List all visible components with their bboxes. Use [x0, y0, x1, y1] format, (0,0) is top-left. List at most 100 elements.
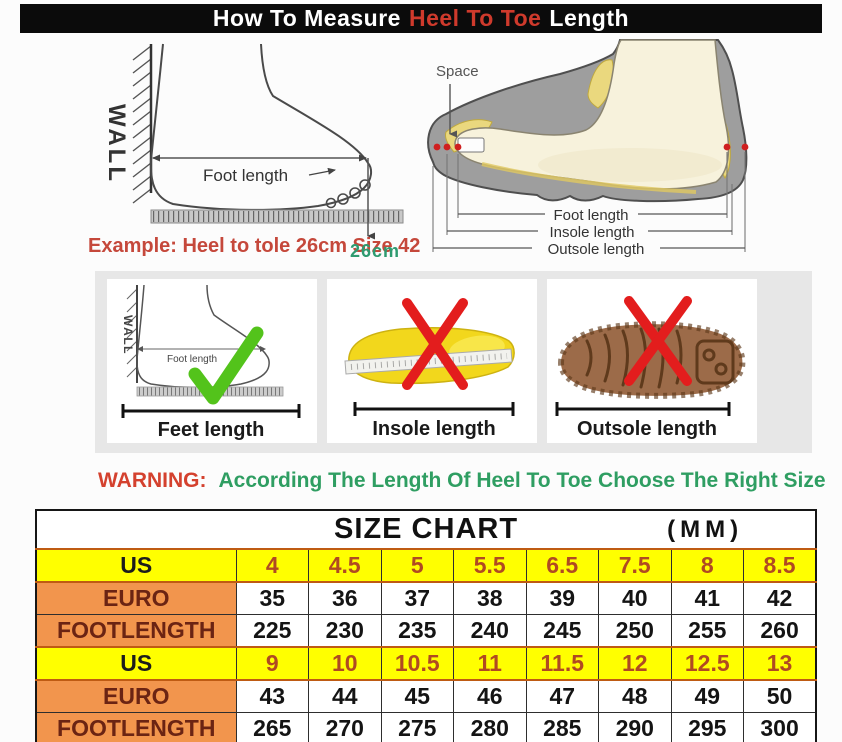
size-chart-title: SIZE CHART — [334, 513, 519, 545]
space-label: Space — [436, 63, 479, 80]
warning-text: According The Length Of Heel To Toe Choo… — [218, 469, 826, 492]
cell: 40 — [598, 581, 672, 615]
cell: 300 — [743, 712, 817, 742]
cell: 50 — [743, 679, 817, 713]
cell: 265 — [235, 712, 309, 742]
cell: 35 — [235, 581, 309, 615]
cell: 240 — [453, 614, 527, 648]
cell: 46 — [453, 679, 527, 713]
row-label: EURO — [35, 679, 237, 713]
cell: 290 — [598, 712, 672, 742]
cell: 10.5 — [380, 646, 454, 681]
cell: 5.5 — [453, 548, 527, 583]
shoe-foot-length-label: Foot length — [553, 207, 628, 224]
cell: 11.5 — [525, 646, 599, 681]
title-bar: How To Measure Heel To Toe Length — [20, 4, 822, 33]
title-prefix: How To Measure — [212, 5, 401, 31]
cell: 5 — [380, 548, 454, 583]
warning-label: WARNING: — [98, 469, 207, 492]
cell: 6.5 — [525, 548, 599, 583]
insole-illustration: Insole length — [344, 298, 515, 440]
toes — [325, 179, 371, 209]
cell: 11 — [453, 646, 527, 681]
shoe-section-diagram: Space Foot length Insole length Outsole … — [427, 39, 749, 258]
size-chart-unit: (MM) — [667, 515, 744, 543]
shoe-insole-length-label: Insole length — [549, 224, 634, 241]
mini-wall-label: WALL — [121, 315, 135, 355]
cell: 270 — [308, 712, 382, 742]
cell: 8.5 — [743, 548, 817, 583]
foot-measure-diagram: WALL Foot length — [103, 43, 404, 240]
cell: 285 — [525, 712, 599, 742]
x-icon — [402, 298, 468, 390]
row-label: EURO — [35, 581, 237, 615]
cell: 260 — [743, 614, 817, 648]
outsole-lugs-edge — [557, 321, 746, 399]
card-label: Outsole length — [577, 418, 717, 440]
cell: 47 — [525, 679, 599, 713]
title-suffix: Length — [549, 5, 630, 31]
cell: 44 — [308, 679, 382, 713]
title-highlight: Heel To Toe — [408, 5, 542, 31]
card-label: Feet length — [158, 419, 265, 441]
wall-hatching — [132, 45, 152, 204]
cell: 4.5 — [308, 548, 382, 583]
mini-foot-length-label: Foot length — [167, 354, 217, 365]
measure-bracket — [121, 404, 301, 418]
measure-guides — [432, 152, 746, 252]
cell: 225 — [235, 614, 309, 648]
table-row-footlength-1: FOOTLENGTH 225 230 235 240 245 250 255 2… — [35, 614, 817, 648]
cell: 45 — [380, 679, 454, 713]
cell: 12.5 — [670, 646, 744, 681]
cell: 13 — [743, 646, 817, 681]
cell: 41 — [670, 581, 744, 615]
cell: 4 — [235, 548, 309, 583]
table-row-us-1: US 4 4.5 5 5.5 6.5 7.5 8 8.5 — [35, 548, 817, 583]
toe-space-tab — [457, 137, 485, 153]
table-row-us-2: US 9 10 10.5 11 11.5 12 12.5 13 — [35, 646, 817, 681]
cell: 7.5 — [598, 548, 672, 583]
x-icon — [624, 296, 692, 386]
cell: 280 — [453, 712, 527, 742]
card-label: Insole length — [372, 418, 495, 440]
method-panel: WALL Foot length Feet length — [95, 271, 812, 453]
method-card-insole-length: Insole length — [327, 279, 537, 443]
cell: 9 — [235, 646, 309, 681]
insole-under-line — [481, 162, 697, 194]
method-card-feet-length: WALL Foot length Feet length — [107, 279, 317, 443]
warning-row: WARNING: According The Length Of Heel To… — [98, 469, 826, 493]
ruler-mark-26cm: 26cm — [350, 241, 401, 261]
cell: 255 — [670, 614, 744, 648]
table-row-euro-2: EURO 43 44 45 46 47 48 49 50 — [35, 679, 817, 713]
cell: 230 — [308, 614, 382, 648]
measure-bracket — [353, 402, 515, 416]
feet-length-illustration: WALL Foot length Feet length — [121, 284, 301, 441]
cell: 245 — [525, 614, 599, 648]
shoe-outsole-length-label: Outsole length — [548, 241, 645, 258]
cell: 295 — [670, 712, 744, 742]
foot-shading — [538, 148, 722, 182]
cell: 48 — [598, 679, 672, 713]
row-label: FOOTLENGTH — [35, 614, 237, 648]
check-icon — [188, 326, 264, 405]
cell: 42 — [743, 581, 817, 615]
example-text: Example: Heel to tole 26cm Size 42 — [88, 235, 421, 257]
measure-dots — [433, 143, 749, 151]
cell: 10 — [308, 646, 382, 681]
table-row-footlength-2: FOOTLENGTH 265 270 275 280 285 290 295 3… — [35, 712, 817, 742]
wall-label: WALL — [103, 104, 130, 184]
foot-length-label: Foot length — [203, 166, 288, 185]
method-card-outsole-length: Outsole length — [547, 279, 757, 443]
cell: 12 — [598, 646, 672, 681]
mini-foot-outline — [136, 284, 270, 389]
cell: 49 — [670, 679, 744, 713]
outsole-illustration: Outsole length — [555, 296, 746, 440]
cell: 38 — [453, 581, 527, 615]
foot-outline — [149, 43, 373, 211]
cell: 43 — [235, 679, 309, 713]
cell: 275 — [380, 712, 454, 742]
small-arrow — [308, 167, 336, 176]
measure-lines — [433, 213, 745, 249]
size-chart-header-row: SIZE CHART (MM) — [35, 509, 817, 550]
